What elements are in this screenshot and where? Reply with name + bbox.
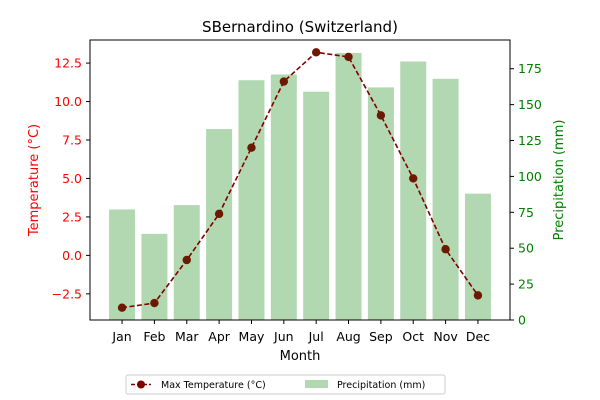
x-tick-label: Oct <box>402 329 424 344</box>
y-right-tick-label: 100 <box>518 169 542 184</box>
bar-nov <box>432 78 459 321</box>
y-left-tick-label: 0.0 <box>62 248 82 263</box>
temperature-point-apr <box>214 209 224 219</box>
y-right-tick-label: 175 <box>518 61 542 76</box>
temperature-point-aug <box>344 52 353 62</box>
x-tick-label: Sep <box>369 329 393 344</box>
y-right-tick-label: 150 <box>518 97 542 112</box>
temperature-point-sep <box>376 111 386 120</box>
legend: Max Temperature (°C) Precipitation (mm) <box>125 374 446 395</box>
x-tick-label: Mar <box>175 329 199 344</box>
x-tick-label: Jul <box>308 329 324 344</box>
x-tick-label: Nov <box>433 329 458 344</box>
bar-jun <box>270 74 297 320</box>
y-left-tick-label: 5.0 <box>62 171 82 186</box>
legend-marker-swatch <box>137 380 145 389</box>
plot-frame <box>89 39 511 321</box>
bar-sep <box>367 87 394 320</box>
y-axis-left-label: Temperature (°C) <box>27 124 42 237</box>
y-right-tick-label: 125 <box>518 133 542 148</box>
y-axis-left: −2.5 0.0 2.5 5.0 7.5 10.0 12.5 <box>52 56 90 301</box>
temperature-point-may <box>247 143 256 152</box>
temperature-point-dec <box>473 291 483 300</box>
legend-label-temperature: Max Temperature (°C) <box>161 380 266 391</box>
x-tick-label: Jan <box>111 329 131 344</box>
temperature-point-jul <box>311 48 321 57</box>
y-left-tick-label: 7.5 <box>62 133 82 148</box>
temperature-line-path <box>121 51 479 309</box>
bar-aug <box>335 52 362 321</box>
y-right-tick-label: 75 <box>518 205 534 220</box>
precipitation-bars <box>109 52 491 321</box>
x-tick-label: Apr <box>208 329 230 344</box>
bar-may <box>238 80 265 320</box>
legend-frame <box>125 374 446 395</box>
y-left-tick-label: 2.5 <box>62 209 82 224</box>
temperature-point-feb <box>150 298 159 308</box>
temperature-point-jan <box>117 303 127 312</box>
legend-label-precipitation: Precipitation (mm) <box>337 380 425 391</box>
bar-jul <box>303 91 330 320</box>
x-tick-label: Aug <box>336 329 360 344</box>
y-left-tick-label: −2.5 <box>52 286 82 301</box>
y-axis-right: 0 25 50 75 100 125 150 175 <box>510 61 542 328</box>
chart-title: SBernardino (Switzerland) <box>202 18 398 36</box>
legend-bar-swatch <box>305 380 328 388</box>
x-axis-label: Month <box>280 349 321 364</box>
temperature-point-nov <box>441 245 450 254</box>
temperature-line <box>117 48 483 312</box>
x-tick-label: May <box>239 329 265 344</box>
y-left-tick-label: 12.5 <box>54 56 82 71</box>
bar-oct <box>400 61 427 321</box>
bar-apr <box>206 129 233 320</box>
x-tick-label: Dec <box>466 329 490 344</box>
y-left-tick-label: 10.0 <box>54 94 82 109</box>
x-tick-label: Jun <box>273 329 294 344</box>
bar-dec <box>464 193 491 320</box>
y-right-tick-label: 25 <box>518 277 534 292</box>
temperature-point-mar <box>182 255 191 265</box>
temperature-point-oct <box>409 174 418 183</box>
y-right-tick-label: 50 <box>518 241 534 256</box>
bar-jan <box>109 209 136 320</box>
temperature-point-jun <box>279 77 289 86</box>
y-axis-right-label: Precipitation (mm) <box>552 120 567 241</box>
x-tick-label: Feb <box>143 329 165 344</box>
x-axis: Jan Feb Mar Apr May Jun Jul Aug Sep Oct Nov Dec <box>111 320 490 344</box>
y-right-tick-label: 0 <box>518 313 526 328</box>
